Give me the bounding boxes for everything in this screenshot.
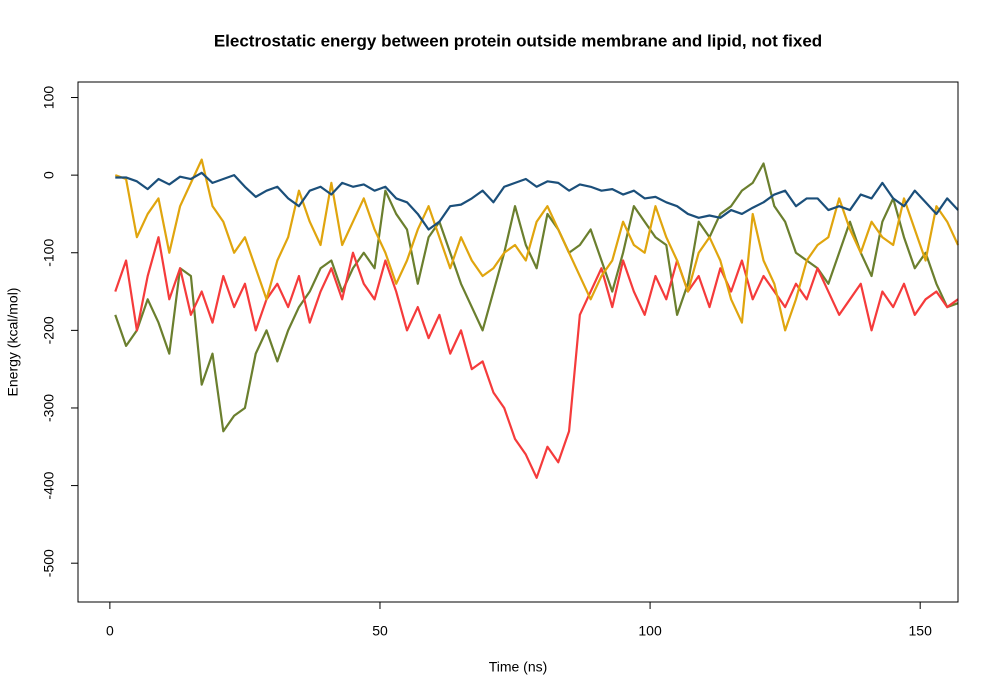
y-tick-label: -400 — [41, 471, 57, 499]
chart-title: Electrostatic energy between protein out… — [214, 31, 822, 50]
series-line — [114, 236, 959, 479]
y-tick-label: 100 — [41, 86, 57, 110]
y-tick-label: 0 — [41, 171, 57, 179]
x-tick-label: 100 — [638, 623, 662, 639]
plot-area — [114, 158, 959, 479]
series-line — [115, 171, 959, 231]
plot-frame — [77, 81, 959, 603]
x-axis-label: Time (ns) — [489, 659, 548, 675]
y-tick-label: -100 — [41, 239, 57, 267]
x-tick-label: 50 — [372, 623, 388, 639]
series-line — [114, 158, 959, 332]
y-axis-label: Energy (kcal/mol) — [5, 288, 21, 397]
y-tick-label: -300 — [41, 394, 57, 422]
x-tick-label: 150 — [909, 623, 933, 639]
y-tick-label: -500 — [41, 549, 57, 577]
x-tick-label: 0 — [106, 623, 114, 639]
y-tick-label: -200 — [41, 316, 57, 344]
